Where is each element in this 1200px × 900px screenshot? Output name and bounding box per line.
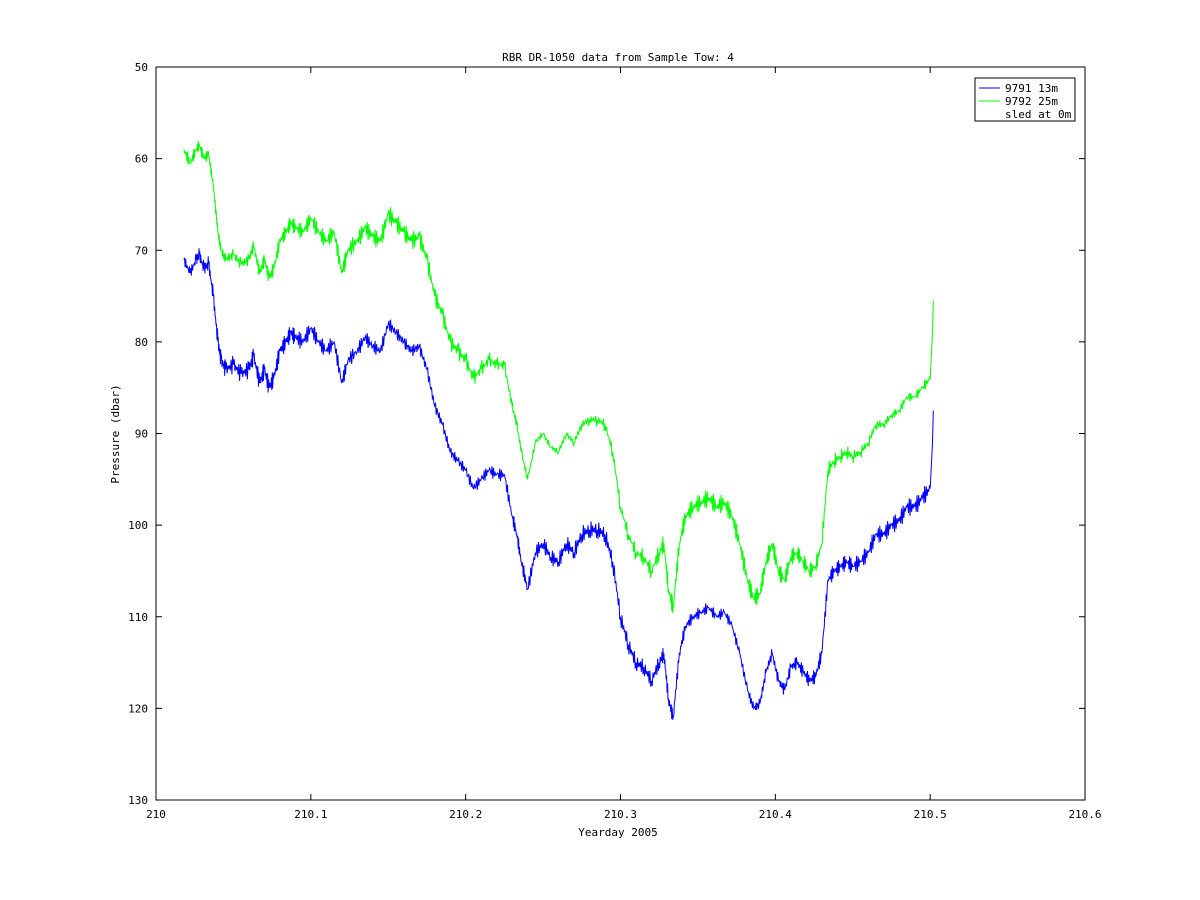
x-tick-label: 210.4	[759, 808, 792, 821]
legend-entry: 9791 13m	[979, 82, 1058, 95]
series-line-9791	[183, 248, 934, 720]
axis-ticks: 210 210.1 210.2 210.3 210.4 210.5 210.6 50 60 70 8…	[128, 61, 1101, 821]
legend-entry: sled at 0m	[1005, 108, 1072, 121]
plot-frame	[155, 66, 1086, 801]
x-tick-label: 210.5	[914, 808, 947, 821]
legend-box	[974, 77, 1076, 122]
y-tick-label: 70	[135, 244, 148, 257]
y-tick-label: 120	[128, 702, 148, 715]
y-axis-label: Pressure (dbar)	[109, 384, 122, 483]
x-tick-label: 210.3	[604, 808, 637, 821]
x-tick-label: 210.2	[449, 808, 482, 821]
legend-entry: 9792 25m	[979, 95, 1058, 108]
series-layer	[183, 140, 934, 720]
x-tick-label: 210.6	[1068, 808, 1101, 821]
legend-label-sled: sled at 0m	[1005, 108, 1072, 121]
legend-label-9791: 9791 13m	[1005, 82, 1058, 95]
x-tick-label: 210.1	[294, 808, 327, 821]
legend-label-9792: 9792 25m	[1005, 95, 1058, 108]
legend: 9791 13m 9792 25m sled at 0m	[974, 77, 1076, 122]
x-tick-label: 210	[146, 808, 166, 821]
y-tick-label: 80	[135, 336, 148, 349]
plot-area	[156, 67, 1085, 800]
y-tick-label: 130	[128, 794, 148, 807]
y-tick-label: 110	[128, 611, 148, 624]
y-tick-label: 50	[135, 61, 148, 74]
chart-title: RBR DR-1050 data from Sample Tow: 4	[502, 51, 734, 64]
y-tick-label: 100	[128, 519, 148, 532]
y-tick-label: 60	[135, 153, 148, 166]
x-axis-label: Yearday 2005	[578, 826, 657, 839]
y-tick-label: 90	[135, 428, 148, 441]
series-line-9792	[183, 140, 934, 613]
